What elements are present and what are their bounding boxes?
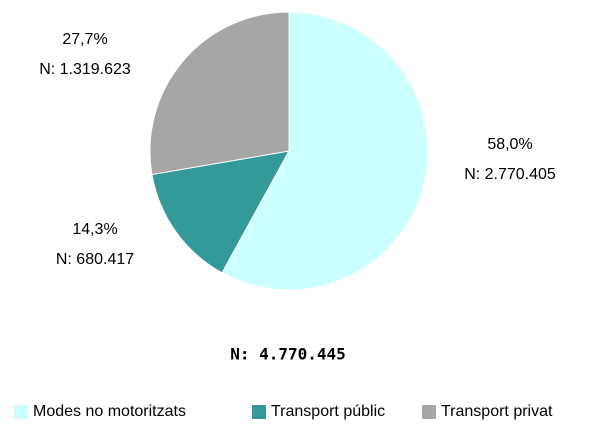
pie-slice [151, 150, 290, 274]
legend-swatch [422, 405, 436, 419]
data-label: 58,0% [487, 136, 532, 153]
pie-slice [221, 11, 429, 291]
legend-label: Transport privat [441, 403, 553, 420]
count-label: N: 2.770.405 [464, 166, 556, 183]
count-label: N: 680.417 [56, 251, 134, 268]
data-label: 14,3% [72, 221, 117, 238]
count-label: N: 1.319.623 [39, 61, 131, 78]
total-label: N: 4.770.445 [230, 345, 346, 364]
data-label: 27,7% [62, 31, 107, 48]
legend-label: Modes no motoritzats [33, 403, 186, 420]
pie-slice [149, 11, 290, 176]
legend-label: Transport públic [271, 403, 385, 420]
legend-swatch [252, 405, 266, 419]
legend-swatch [14, 405, 28, 419]
